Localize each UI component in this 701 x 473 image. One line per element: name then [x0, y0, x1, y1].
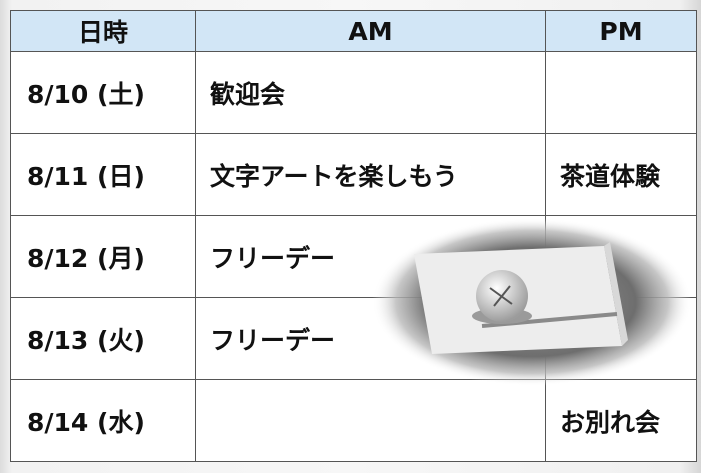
date-cell: 8/11 (日) [10, 133, 196, 216]
date-cell: 8/10 (土) [10, 51, 196, 134]
pm-cell [545, 297, 697, 380]
date-cell: 8/12 (月) [10, 215, 196, 298]
header-row: 日時 AM PM [10, 10, 697, 52]
am-cell: フリーデー [195, 297, 546, 380]
header-cell: AM [195, 10, 546, 52]
am-cell: 歓迎会 [195, 51, 546, 134]
date-cell: 8/14 (水) [10, 379, 196, 462]
table-body: 8/10 (土) 歓迎会 8/11 (日) 文字アートを楽しもう 茶道体験 8/12 (月… [10, 51, 697, 462]
table-row: 8/13 (火) フリーデー [10, 297, 697, 380]
table-row: 8/11 (日) 文字アートを楽しもう 茶道体験 [10, 133, 697, 216]
date-cell: 8/13 (火) [10, 297, 196, 380]
table-row: 8/10 (土) 歓迎会 [10, 51, 697, 134]
table-row: 8/12 (月) フリーデー [10, 215, 697, 298]
am-cell: フリーデー [195, 215, 546, 298]
am-cell: 文字アートを楽しもう [195, 133, 546, 216]
pm-cell [545, 51, 697, 134]
am-cell [195, 379, 546, 462]
pm-cell: 茶道体験 [545, 133, 697, 216]
schedule-table: 日時 AM PM 8/10 (土) 歓迎会 8/11 (日) 文字アートを楽しもう 茶道… [10, 10, 697, 462]
header-cell: PM [545, 10, 697, 52]
header-cell: 日時 [10, 10, 196, 52]
pm-cell [545, 215, 697, 298]
pm-cell: お別れ会 [545, 379, 697, 462]
table-row: 8/14 (水) お別れ会 [10, 379, 697, 462]
